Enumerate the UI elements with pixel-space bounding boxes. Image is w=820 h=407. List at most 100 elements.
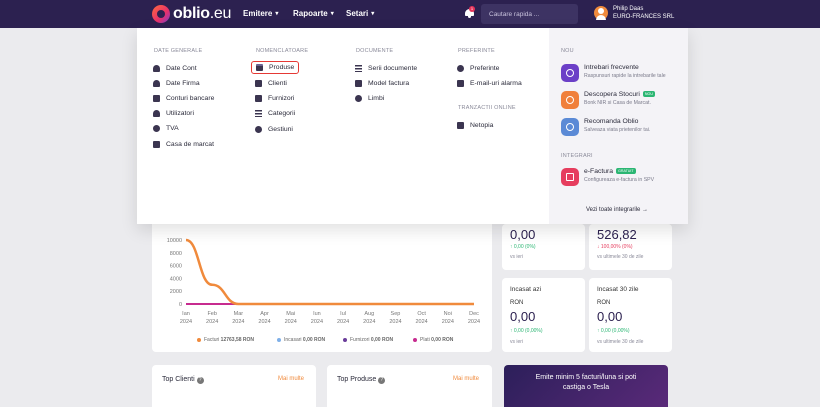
x-tick-label: 2024	[206, 319, 218, 325]
nav-rapoarte[interactable]: Rapoarte ▾	[293, 9, 334, 18]
new-badge: NOU	[642, 91, 655, 98]
search-input[interactable]	[481, 4, 578, 24]
x-tick-label: 2024	[416, 319, 428, 325]
menu-item-serii-documente[interactable]: Serii documente	[355, 62, 417, 74]
x-tick-label: 2024	[311, 319, 323, 325]
y-tick-label: 6000	[170, 264, 182, 270]
top-clients-more-link[interactable]: Mai multe	[278, 376, 305, 382]
help-icon[interactable]: ?	[196, 377, 204, 384]
integration-e-factura[interactable]: e-Factura GRATUIT Configureaza e-factura i…	[561, 168, 654, 186]
menu-item-netopia[interactable]: Netopia	[457, 119, 493, 131]
legend-item-incasari[interactable]: Incasari 0,00 RON	[277, 337, 325, 343]
nav-emitere[interactable]: Emitere ▾	[243, 9, 279, 18]
calculator-icon	[153, 140, 160, 148]
highlight-intrebari-frecvente[interactable]: Intrebari frecvente Raspunsuri rapide la …	[561, 64, 666, 82]
x-tick-label: Mar	[234, 311, 244, 317]
invoice-icon	[561, 168, 579, 186]
promo-banner[interactable]: Emite minim 5 facturi/luna si poti casti…	[504, 365, 668, 407]
section-header: PREFERINTE	[458, 48, 495, 54]
globe-icon	[355, 94, 362, 102]
menu-item-utilizatori[interactable]: Utilizatori	[153, 107, 194, 119]
envelope-icon	[457, 79, 464, 87]
stat-card: Incasat azi RON 0,00 ↑ 0,00 (0,00%) vs i…	[502, 278, 585, 352]
highlight-descopera-stocuri[interactable]: Descopera Stocuri NOU Bonk NIR si Casa de …	[561, 91, 655, 109]
menu-item-casa-de-marcat[interactable]: Casa de marcat	[153, 138, 214, 150]
free-badge: GRATUIT	[616, 168, 636, 175]
x-tick-label: Iul	[340, 311, 346, 317]
stat-currency: RON	[597, 300, 611, 306]
address-book-icon	[255, 79, 262, 87]
logo[interactable]: oblio.eu	[152, 5, 231, 23]
stack-icon	[561, 91, 579, 109]
menu-item-clienti[interactable]: Clienti	[255, 77, 287, 89]
y-tick-label: 10000	[167, 238, 182, 244]
menu-item-categorii[interactable]: Categorii	[255, 107, 295, 119]
x-tick-label: Noi	[444, 311, 452, 317]
nav-setari[interactable]: Setari ▾	[346, 9, 375, 18]
notification-count-badge: 1	[469, 6, 475, 12]
menu-item-conturi-bancare[interactable]: Conturi bancare	[153, 92, 214, 104]
x-tick-label: 2024	[180, 319, 192, 325]
menu-item-date-firma[interactable]: Date Firma	[153, 77, 200, 89]
x-tick-label: 2024	[337, 319, 349, 325]
user-info[interactable]: Philip Daas EURO-FRANCES SRL	[613, 6, 674, 21]
top-products-more-link[interactable]: Mai multe	[453, 376, 480, 382]
list-icon	[255, 109, 262, 117]
menu-item-date-cont[interactable]: Date Cont	[153, 62, 197, 74]
section-header: INTEGRARI	[561, 153, 593, 159]
menu-item-preferinte[interactable]: Preferinte	[457, 62, 499, 74]
all-integrations-link[interactable]: Vezi toate integrarile →	[586, 207, 649, 213]
promo-line2: castiga o Tesla	[562, 384, 610, 391]
x-tick-label: Mai	[286, 311, 295, 317]
notifications-bell-icon[interactable]: 1	[465, 6, 475, 18]
x-tick-label: Sep	[391, 311, 401, 317]
stat-sub: vs ultimele 30 de zile	[597, 339, 644, 345]
chevron-down-icon: ▾	[371, 11, 375, 17]
stat-label: Incasat azi	[510, 286, 542, 293]
promo-line1: Emite minim 5 facturi/luna si poti	[535, 374, 637, 381]
menu-item-gestiuni[interactable]: Gestiuni	[255, 123, 293, 135]
pie-chart-icon	[153, 124, 160, 132]
legend-item-furnizori[interactable]: Furnizori 0,00 RON	[343, 337, 393, 343]
menu-item-model-factura[interactable]: Model factura	[355, 77, 409, 89]
top-clients-title: Top Clienti ?	[162, 376, 204, 384]
question-icon	[561, 64, 579, 82]
stat-value: 0,00	[597, 309, 623, 324]
legend-item-facturi[interactable]: Facturi 12763,58 RON	[197, 337, 254, 343]
logo-name: oblio	[173, 5, 210, 22]
stat-card: Incasat 30 zile RON 0,00 ↑ 0,00 (0,00%) …	[589, 278, 672, 352]
stat-value: 0,00	[510, 309, 536, 324]
top-clients-card: Top Clienti ? Mai multe	[152, 365, 316, 407]
stat-value: 526,82	[597, 227, 637, 242]
section-header: DOCUMENTE	[356, 48, 394, 54]
menu-item-email-alarma[interactable]: E-mail-uri alarma	[457, 77, 522, 89]
legend-item-plati[interactable]: Plati 0,00 RON	[413, 337, 453, 343]
menu-item-limbi[interactable]: Limbi	[355, 92, 384, 104]
x-tick-label: Aug	[364, 311, 374, 317]
x-tick-label: 2024	[442, 319, 454, 325]
stat-label: Incasat 30 zile	[597, 286, 639, 293]
stat-sub: vs ieri	[510, 254, 524, 260]
y-tick-label: 2000	[170, 289, 182, 295]
x-tick-label: 2024	[258, 319, 270, 325]
stat-change: ↑ 0,00 (0%)	[510, 244, 536, 250]
menu-item-produse[interactable]: Produse	[251, 61, 300, 74]
menu-item-furnizori[interactable]: Furnizori	[255, 92, 294, 104]
user-company: EURO-FRANCES SRL	[613, 13, 675, 20]
stat-sub: vs ultimele 30 de zile	[597, 254, 644, 260]
logo-tld: .eu	[209, 5, 232, 22]
top-products-card: Top Produse ? Mai multe	[327, 365, 492, 407]
chevron-down-icon: ▾	[330, 11, 334, 17]
stat-sub: vs ieri	[510, 339, 524, 345]
section-header: DATE GENERALE	[154, 48, 203, 54]
address-card-icon	[255, 94, 262, 102]
box-icon	[256, 64, 263, 71]
section-header: NOMENCLATOARE	[256, 48, 309, 54]
highlight-recomanda-oblio[interactable]: Recomanda Oblio Salveaza viata prietenilo…	[561, 118, 650, 136]
top-navbar: oblio.eu Emitere▾ Rapoarte▾ Setari▾ 1 Ph…	[0, 0, 820, 28]
help-icon[interactable]: ?	[378, 377, 386, 384]
user-avatar[interactable]	[594, 6, 608, 20]
x-tick-label: 2024	[285, 319, 297, 325]
menu-item-tva[interactable]: TVA	[153, 122, 179, 134]
